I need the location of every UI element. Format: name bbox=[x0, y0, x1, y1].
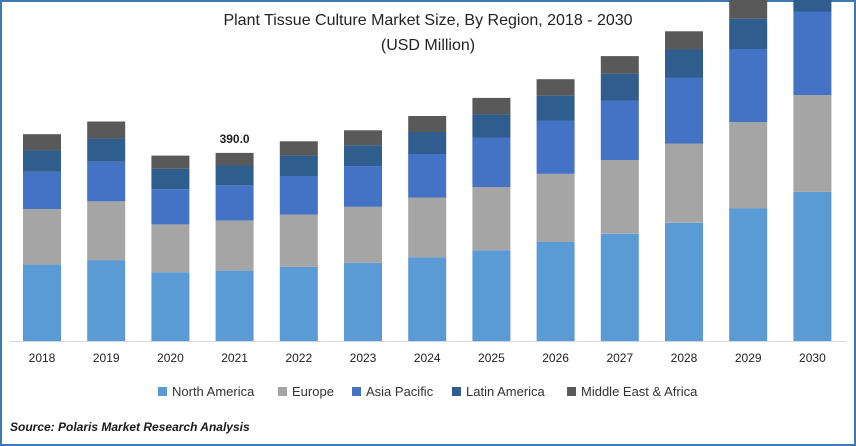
bar-segment-2022-north-america bbox=[279, 266, 318, 342]
bar-segment-2019-europe bbox=[87, 201, 126, 261]
chart-title: Plant Tissue Culture Market Size, By Reg… bbox=[223, 12, 633, 29]
bars-group bbox=[23, 0, 832, 342]
bar-segment-2018-europe bbox=[23, 209, 61, 265]
bar-segment-2022-europe bbox=[279, 214, 318, 267]
legend-label-latin-america: Latin America bbox=[466, 384, 546, 399]
x-tick-label-2022: 2022 bbox=[285, 351, 312, 365]
bar-segment-2024-europe bbox=[408, 197, 447, 258]
bar-segment-2022-middle-east-africa bbox=[279, 141, 318, 156]
bar-segment-2018-asia-pacific bbox=[23, 171, 61, 209]
bar-segment-2029-europe bbox=[729, 122, 768, 209]
x-tick-label-2027: 2027 bbox=[606, 351, 633, 365]
source-note: Source: Polaris Market Research Analysis bbox=[10, 420, 250, 434]
bar-segment-2019-latin-america bbox=[87, 138, 126, 162]
bar-segment-2018-north-america bbox=[23, 264, 61, 342]
legend-swatch-north-america bbox=[158, 387, 167, 396]
x-tick-label-2028: 2028 bbox=[671, 351, 698, 365]
bar-segment-2027-north-america bbox=[600, 233, 639, 342]
bar-segment-2027-asia-pacific bbox=[600, 100, 639, 160]
bar-segment-2029-middle-east-africa bbox=[729, 0, 768, 19]
bar-segment-2023-asia-pacific bbox=[344, 166, 382, 207]
bar-segment-2022-asia-pacific bbox=[279, 176, 318, 215]
bar-segment-2027-europe bbox=[600, 160, 639, 234]
bar-segment-2020-europe bbox=[151, 224, 190, 273]
bar-segment-2026-middle-east-africa bbox=[536, 79, 575, 96]
x-tick-label-2021: 2021 bbox=[221, 351, 248, 365]
legend-label-europe: Europe bbox=[292, 384, 334, 399]
bar-segment-2026-latin-america bbox=[536, 95, 575, 121]
bar-segment-2019-asia-pacific bbox=[87, 161, 126, 202]
x-tick-label-2030: 2030 bbox=[799, 351, 826, 365]
bar-segment-2028-europe bbox=[665, 143, 703, 223]
bar-segment-2022-latin-america bbox=[279, 155, 318, 176]
x-tick-label-2018: 2018 bbox=[29, 351, 56, 365]
bar-segment-2026-europe bbox=[536, 173, 575, 242]
bar-segment-2027-latin-america bbox=[600, 73, 639, 101]
legend-swatch-middle-east-africa bbox=[567, 387, 576, 396]
bar-segment-2024-latin-america bbox=[408, 132, 447, 154]
bar-segment-2021-europe bbox=[215, 220, 254, 271]
x-tick-label-2019: 2019 bbox=[93, 351, 120, 365]
bar-segment-2018-middle-east-africa bbox=[23, 134, 61, 151]
x-tick-label-2020: 2020 bbox=[157, 351, 184, 365]
bar-segment-2028-asia-pacific bbox=[665, 77, 703, 144]
chart-subtitle: (USD Million) bbox=[380, 37, 476, 54]
legend-label-north-america: North America bbox=[172, 384, 255, 399]
legend-label-middle-east-africa: Middle East & Africa bbox=[581, 384, 698, 399]
legend-label-asia-pacific: Asia Pacific bbox=[366, 384, 434, 399]
bar-segment-2021-latin-america bbox=[215, 165, 254, 186]
bar-segment-2024-middle-east-africa bbox=[408, 116, 447, 132]
legend-swatch-asia-pacific bbox=[352, 387, 361, 396]
bar-segment-2029-north-america bbox=[729, 208, 768, 341]
bar-segment-2023-middle-east-africa bbox=[344, 130, 382, 146]
bar-segment-2021-asia-pacific bbox=[215, 185, 254, 221]
legend-swatch-europe bbox=[278, 387, 287, 396]
bar-segment-2021-middle-east-africa bbox=[215, 152, 254, 166]
bar-segment-2030-north-america bbox=[793, 191, 832, 341]
bar-segment-2027-middle-east-africa bbox=[600, 56, 639, 74]
bar-segment-2020-asia-pacific bbox=[151, 189, 190, 225]
bar-segment-2018-latin-america bbox=[23, 150, 61, 172]
bar-segment-2025-asia-pacific bbox=[472, 137, 511, 187]
bar-segment-2023-europe bbox=[344, 206, 382, 263]
bar-segment-2030-latin-america bbox=[793, 0, 832, 12]
bar-segment-2030-europe bbox=[793, 95, 832, 192]
bar-segment-2025-north-america bbox=[472, 250, 511, 342]
bar-segment-2028-north-america bbox=[665, 222, 703, 342]
bar-segment-2023-latin-america bbox=[344, 145, 382, 167]
x-tick-label-2026: 2026 bbox=[542, 351, 569, 365]
bar-segment-2023-north-america bbox=[344, 262, 382, 341]
bar-segment-2025-europe bbox=[472, 187, 511, 251]
data-label-2021: 390.0 bbox=[220, 132, 250, 146]
x-tick-label-2023: 2023 bbox=[350, 351, 377, 365]
bar-segment-2025-middle-east-africa bbox=[472, 97, 511, 115]
data-labels: 390.0 bbox=[220, 132, 250, 146]
bar-segment-2026-north-america bbox=[536, 242, 575, 341]
x-tick-label-2024: 2024 bbox=[414, 351, 441, 365]
bar-segment-2020-latin-america bbox=[151, 168, 190, 190]
bar-segment-2024-north-america bbox=[408, 257, 447, 341]
bar-segment-2029-asia-pacific bbox=[729, 48, 768, 123]
bar-segment-2026-asia-pacific bbox=[536, 120, 575, 174]
bar-segment-2019-middle-east-africa bbox=[87, 121, 126, 139]
legend: North America Europe Asia Pacific Latin Ame… bbox=[158, 384, 698, 399]
bar-segment-2030-asia-pacific bbox=[793, 11, 832, 96]
bar-segment-2020-north-america bbox=[151, 272, 190, 342]
x-tick-label-2029: 2029 bbox=[735, 351, 762, 365]
bar-segment-2025-latin-america bbox=[472, 114, 511, 138]
bar-segment-2020-middle-east-africa bbox=[151, 155, 190, 169]
bar-segment-2028-latin-america bbox=[665, 49, 703, 78]
bar-segment-2021-north-america bbox=[215, 270, 254, 341]
bar-segment-2024-asia-pacific bbox=[408, 154, 447, 198]
x-tick-labels: 2018 2019 2020 2021 2022 2023 2024 2025 2026 2027… bbox=[29, 351, 826, 365]
bar-segment-2028-middle-east-africa bbox=[665, 31, 703, 50]
bar-segment-2019-north-america bbox=[87, 260, 126, 341]
legend-swatch-latin-america bbox=[452, 387, 461, 396]
bar-segment-2029-latin-america bbox=[729, 18, 768, 49]
x-tick-label-2025: 2025 bbox=[478, 351, 505, 365]
